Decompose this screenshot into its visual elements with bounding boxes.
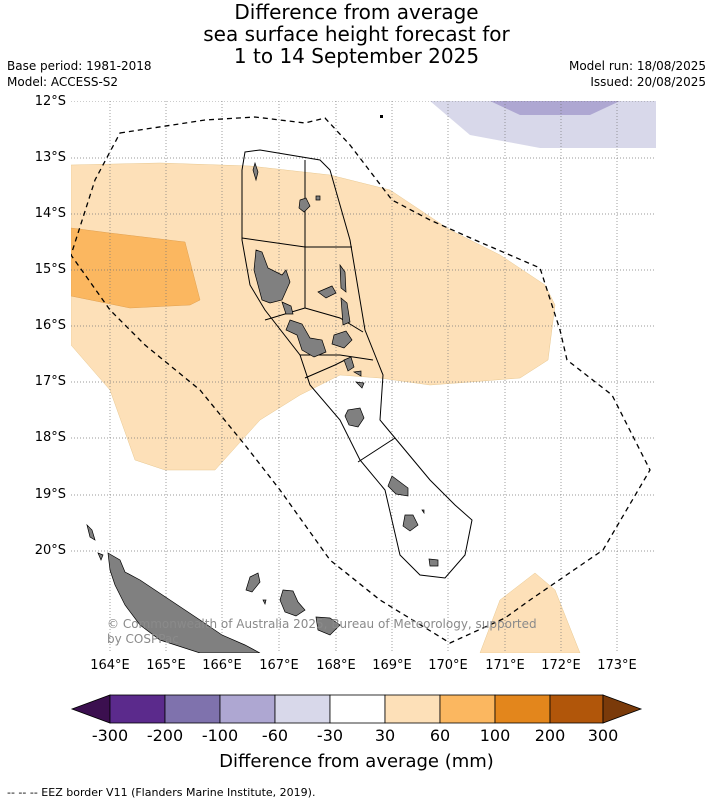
- colorbar-tick-label: -100: [201, 726, 239, 745]
- eez-border: [71, 116, 651, 644]
- lat-label: 19°S: [34, 487, 66, 502]
- colorbar-segment-6: [384, 694, 441, 724]
- colorbar-title: Difference from average (mm): [219, 751, 494, 772]
- anomaly-region-negative-30-60mm: [430, 101, 656, 148]
- colorbar-tick-label: 60: [429, 726, 451, 745]
- anomaly-region-negative-60-100mm: [490, 101, 620, 115]
- lon-label: 171°E: [485, 658, 525, 673]
- colorbar-tick-label: 300: [587, 726, 619, 745]
- lon-label: 164°E: [90, 658, 130, 673]
- small-island-north: [380, 115, 383, 118]
- eez-legend-note: -- -- -- EEZ border V11 (Flanders Marine…: [7, 786, 316, 799]
- lon-label: 172°E: [541, 658, 581, 673]
- copyright-line-2: by COSPPac: [107, 632, 179, 646]
- lon-label: 173°E: [597, 658, 637, 673]
- colorbar-tick-label: 200: [534, 726, 566, 745]
- colorbar-segment-4: [274, 694, 331, 724]
- issued-date: Issued: 20/08/2025: [590, 75, 706, 89]
- colorbar-tick-label: 30: [374, 726, 396, 745]
- colorbar-segment-5: [329, 694, 386, 724]
- title-line-3: 1 to 14 September 2025: [233, 44, 480, 68]
- colorbar-segment-2: [164, 694, 221, 724]
- copyright-line-1: © Commonwealth of Australia 2025, Bureau…: [107, 617, 537, 631]
- lon-label: 170°E: [428, 658, 468, 673]
- colorbar-tick-label: -300: [91, 726, 129, 745]
- new-caledonia-islands: [86, 523, 341, 653]
- colorbar-tick-label: -200: [146, 726, 184, 745]
- anomaly-region-30-60mm: [71, 162, 556, 471]
- title-line-2: sea surface height forecast for: [203, 22, 510, 46]
- copyright-notice: © Commonwealth of Australia 2025, Bureau…: [107, 617, 537, 647]
- lat-label: 13°S: [34, 150, 66, 165]
- province-boundaries: [241, 160, 396, 463]
- lon-label: 166°E: [202, 658, 242, 673]
- colorbar-segment-7: [439, 694, 496, 724]
- lon-label: 168°E: [316, 658, 356, 673]
- lat-label: 20°S: [34, 543, 66, 558]
- base-period: Base period: 1981-2018: [7, 59, 152, 73]
- colorbar-segment-8: [494, 694, 551, 724]
- model-name: Model: ACCESS-S2: [7, 75, 119, 89]
- colorbar: [70, 694, 643, 724]
- colorbar-tick-label: 100: [479, 726, 511, 745]
- lat-label: 18°S: [34, 430, 66, 445]
- colorbar-extend-low: [70, 694, 111, 724]
- lat-label: 14°S: [34, 206, 66, 221]
- anomaly-region-60-100mm: [71, 227, 201, 309]
- lon-label: 169°E: [372, 658, 412, 673]
- colorbar-tick-label: -60: [261, 726, 289, 745]
- lat-label: 17°S: [34, 374, 66, 389]
- colorbar-segment-3: [219, 694, 276, 724]
- lon-label: 165°E: [146, 658, 186, 673]
- colorbar-segment-9: [549, 694, 604, 724]
- lat-label: 16°S: [34, 318, 66, 333]
- map-panel: [71, 101, 656, 653]
- colorbar-segment-1: [109, 694, 166, 724]
- province-outline: [241, 149, 473, 579]
- lon-label: 167°E: [259, 658, 299, 673]
- model-run-date: Model run: 18/08/2025: [568, 59, 706, 73]
- lat-label: 12°S: [34, 94, 66, 109]
- colorbar-tick-label: -30: [316, 726, 344, 745]
- vanuatu-islands: [252, 161, 439, 567]
- colorbar-extend-high: [602, 694, 643, 724]
- lat-label: 15°S: [34, 262, 66, 277]
- title-line-1: Difference from average: [234, 0, 479, 24]
